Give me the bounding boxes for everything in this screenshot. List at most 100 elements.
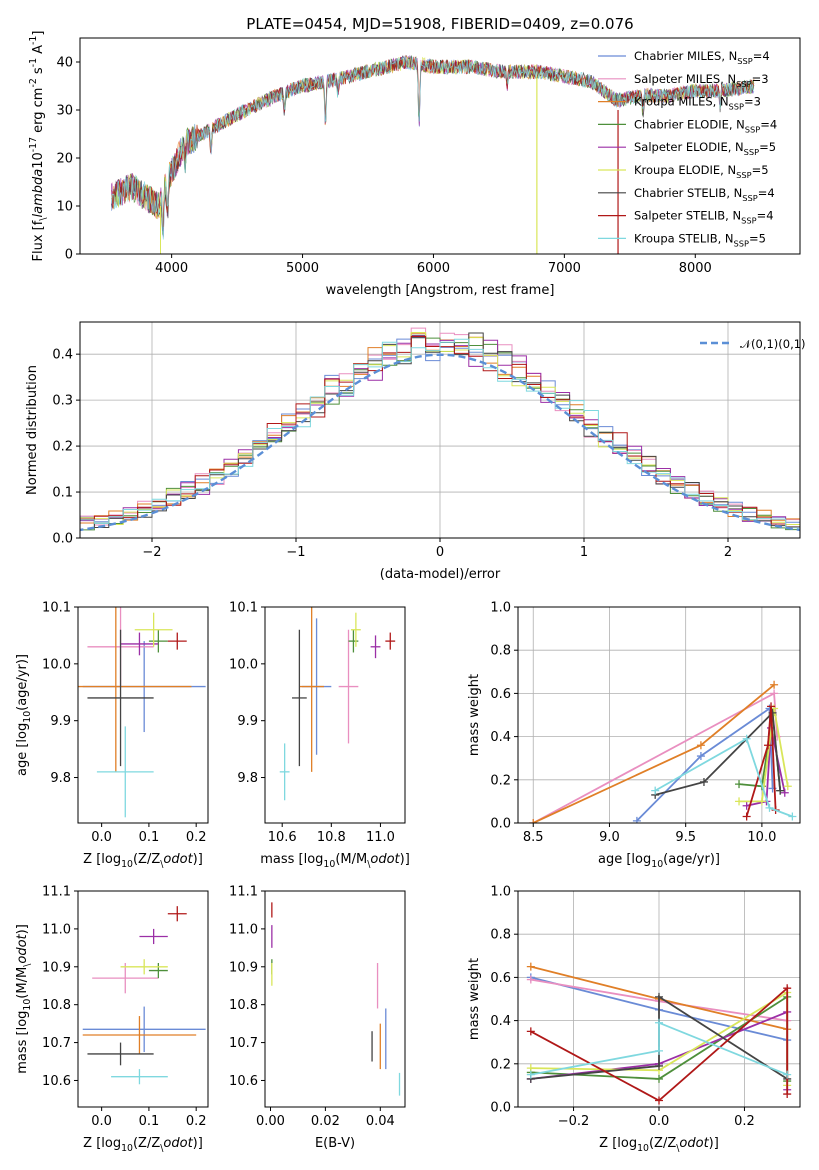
x-tick-label: 0: [436, 545, 444, 560]
weight-marker: [783, 984, 792, 993]
x-tick-label: 0.1: [139, 1114, 160, 1129]
y-tick-label: 0.8: [490, 928, 511, 943]
panel-spectrum: 4000 5000 6000 7000 8000 0 10 20 30 40 wavelength …: [28, 31, 801, 298]
error-point: [299, 607, 324, 772]
y-tick-label: 20: [56, 152, 73, 167]
x-tick-label: 7000: [548, 261, 581, 276]
x-tick-label: 11.0: [366, 830, 395, 845]
weight-line: [745, 706, 777, 817]
normal-curve: [80, 353, 800, 532]
legend-entry: Salpeter ELODIE, NSSP=5: [634, 140, 776, 157]
y-tick-label: 10.9: [42, 960, 71, 975]
y-tick-label: 10: [56, 200, 73, 215]
y-tick-label: 0.0: [52, 532, 73, 547]
y-axis-label: Flux [f\lambda10-17 erg cm-2 s-1 A-1]: [28, 31, 49, 262]
y-tick-label: 10.7: [42, 1036, 71, 1051]
weight-line: [636, 706, 774, 822]
legend-entry: Kroupa ELODIE, NSSP=5: [634, 163, 769, 180]
weight-marker: [757, 797, 766, 806]
y-axis-label: mass weight: [467, 958, 482, 1040]
y-tick-label: 10.8: [229, 998, 258, 1013]
error-point: [82, 1006, 206, 1053]
weight-marker: [788, 812, 797, 821]
x-tick-label: −1: [286, 545, 305, 560]
plot-area: [80, 327, 800, 534]
y-tick-label: 0: [65, 248, 73, 263]
x-tick-label: 9.5: [675, 830, 696, 845]
y-tick-label: 30: [56, 104, 73, 119]
legend-entry: Kroupa STELIB, NSSP=5: [634, 231, 766, 248]
x-tick-label: 4000: [155, 261, 188, 276]
y-tick-label: 0.2: [52, 440, 73, 455]
error-point: [139, 928, 168, 945]
weight-marker: [526, 1070, 535, 1079]
legend-entry: Chabrier STELIB, NSSP=4: [634, 186, 775, 203]
panel-weight-vs-age: 8.5 9.0 9.5 10.0 0.0 0.2 0.4 0.6 0.8 1.0 age [log1…: [467, 601, 801, 870]
panel-age-vs-Z: 0.0 0.1 0.2 9.8 9.9 10.0 10.1 Z [log10(Z/Z\odot…: [15, 601, 209, 870]
weight-marker: [655, 1018, 663, 1027]
weight-line: [530, 1021, 788, 1076]
weight-marker: [651, 786, 660, 795]
histogram-step: [80, 338, 800, 534]
error-point: [120, 959, 168, 975]
weight-marker: [526, 1027, 535, 1036]
error-point: [148, 963, 168, 979]
error-point: [134, 612, 173, 647]
plot-area: [78, 607, 206, 818]
weight-marker: [783, 782, 792, 791]
error-point: [87, 629, 154, 767]
x-axis-label: E(B-V): [315, 1136, 355, 1151]
plot-area: [529, 680, 797, 823]
error-point: [111, 1069, 168, 1085]
y-tick-label: 1.0: [490, 885, 511, 900]
plot-area: [526, 962, 792, 1105]
y-tick-label: 0.8: [490, 644, 511, 659]
x-tick-label: 5000: [286, 261, 319, 276]
y-tick-label: 9.9: [237, 714, 258, 729]
y-tick-label: 0.2: [490, 1057, 511, 1072]
error-point: [348, 629, 359, 653]
panel-mass-vs-Z: 0.0 0.1 0.2 10.6 10.7 10.8 10.9 11.0 11.1 Z [log1…: [15, 885, 209, 1154]
weight-marker: [696, 752, 705, 761]
panel-residuals: −2 −1 0 1 2 0.0 0.1 0.2 0.3 0.4 (data-model)/error…: [25, 321, 806, 582]
x-tick-label: 1: [580, 545, 588, 560]
error-point: [120, 632, 159, 656]
weight-marker: [655, 992, 663, 1001]
x-tick-label: 8000: [679, 261, 712, 276]
x-tick-label: 0.0: [91, 1114, 112, 1129]
error-point: [370, 635, 381, 659]
weight-marker: [770, 680, 779, 689]
legend-entry: 𝒩(0,1)(0,1): [740, 337, 806, 351]
weight-marker: [783, 1070, 792, 1079]
x-axis-label: Z [log10(Z/Z\odot)]: [83, 1136, 203, 1154]
error-point: [82, 1016, 197, 1054]
axes-frame: [264, 606, 406, 824]
error-point: [167, 632, 187, 650]
plot-area: [111, 54, 755, 254]
y-tick-label: 10.9: [229, 960, 258, 975]
weight-marker: [742, 734, 751, 743]
plot-area: [279, 607, 396, 801]
weight-marker: [783, 1090, 792, 1099]
spectrum-line: [111, 55, 755, 240]
error-point: [385, 632, 396, 650]
y-tick-label: 0.4: [490, 1014, 511, 1029]
y-tick-label: 11.0: [42, 922, 71, 937]
y-tick-label: 0.6: [490, 971, 511, 986]
axes-frame: [517, 606, 801, 824]
x-tick-label: 10.8: [317, 830, 346, 845]
axes-frame: [79, 37, 801, 255]
x-tick-label: 10.0: [747, 830, 776, 845]
weight-marker: [776, 786, 785, 795]
y-tick-label: 0.2: [490, 773, 511, 788]
weight-marker: [696, 741, 705, 750]
weight-marker: [770, 689, 779, 698]
error-point: [87, 1042, 154, 1066]
y-tick-label: 10.0: [42, 657, 71, 672]
x-axis-label: age [log10(age/yr)]: [598, 852, 720, 870]
y-axis-label: age [log10(age/yr)]: [15, 654, 33, 776]
y-tick-label: 11.1: [229, 885, 258, 900]
y-tick-label: 0.4: [490, 730, 511, 745]
x-axis-label: wavelength [Angstrom, rest frame]: [326, 283, 555, 298]
